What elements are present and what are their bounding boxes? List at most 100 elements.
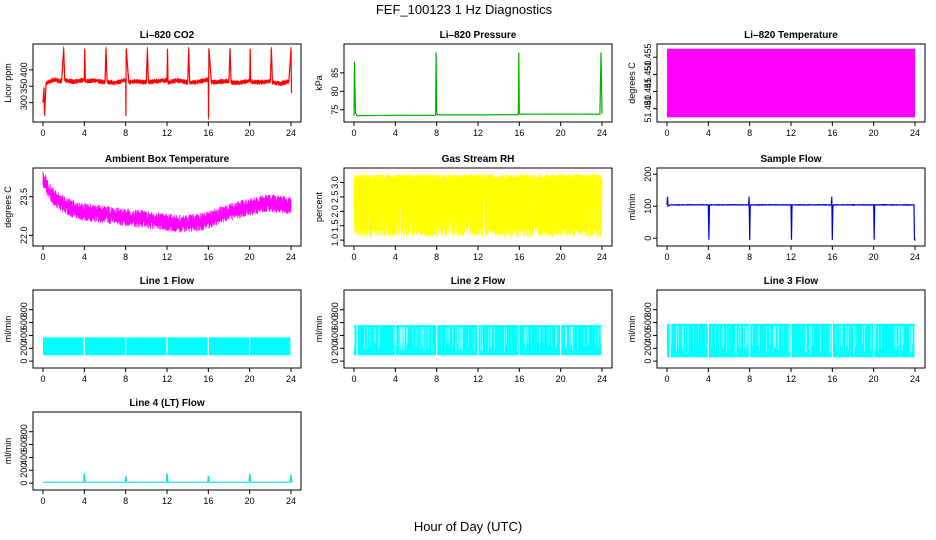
panel-title: Li–820 CO2 bbox=[140, 30, 195, 41]
y-axis-label: Licor ppm bbox=[3, 63, 13, 103]
data-series bbox=[667, 323, 916, 358]
y-tick-label: 400 bbox=[19, 328, 29, 343]
series-noise bbox=[353, 64, 603, 117]
y-tick-label: 85 bbox=[330, 68, 340, 78]
y-axis-label: degrees C bbox=[627, 62, 637, 104]
x-tick-label: 12 bbox=[786, 374, 796, 384]
x-tick-label: 8 bbox=[123, 252, 128, 262]
x-tick-label: 16 bbox=[514, 128, 524, 138]
x-tick-label: 0 bbox=[351, 128, 356, 138]
y-axis-label: degrees C bbox=[3, 186, 13, 228]
series-line bbox=[666, 196, 916, 241]
y-tick-label: 0 bbox=[19, 359, 29, 364]
series-band bbox=[353, 173, 603, 238]
x-tick-label: 8 bbox=[123, 128, 128, 138]
y-tick-label: 3.0 bbox=[330, 176, 340, 189]
y-axis-label: ml/min bbox=[3, 316, 13, 343]
data-series bbox=[354, 325, 603, 356]
y-tick-label: 800 bbox=[19, 302, 29, 317]
x-tick-label: 8 bbox=[434, 252, 439, 262]
x-tick-label: 8 bbox=[747, 128, 752, 138]
y-tick-label: 80 bbox=[330, 86, 340, 96]
panel-title: Gas Stream RH bbox=[442, 154, 515, 165]
x-tick-label: 4 bbox=[82, 496, 87, 506]
x-tick-label: 20 bbox=[245, 496, 255, 506]
series-line bbox=[43, 473, 293, 483]
data-series bbox=[42, 171, 292, 233]
series-line bbox=[42, 48, 293, 118]
x-tick-label: 0 bbox=[40, 252, 45, 262]
x-tick-label: 24 bbox=[286, 252, 296, 262]
y-axis-label: ml/min bbox=[627, 194, 637, 221]
x-tick-label: 16 bbox=[203, 252, 213, 262]
y-tick-label: 0 bbox=[643, 236, 653, 241]
x-tick-label: 12 bbox=[473, 374, 483, 384]
x-tick-label: 24 bbox=[286, 496, 296, 506]
panel-title: Line 4 (LT) Flow bbox=[129, 398, 205, 409]
y-tick-label: 23.5 bbox=[19, 188, 29, 206]
x-tick-label: 24 bbox=[597, 374, 607, 384]
y-axis-label: percent bbox=[314, 191, 324, 222]
x-tick-label: 4 bbox=[82, 374, 87, 384]
data-series bbox=[353, 52, 603, 117]
data-series bbox=[43, 473, 293, 483]
x-tick-label: 20 bbox=[245, 374, 255, 384]
panel-10: Line 4 (LT) Flow 0 4 8 12 16 20 24 0 200400600800… bbox=[3, 398, 302, 506]
panel-title: Line 3 Flow bbox=[764, 276, 819, 287]
y-tick-label: 1.0 bbox=[330, 234, 340, 247]
panel-5: Gas Stream RH 0 4 8 12 16 20 24 1.0 1.52.02.5 3.0 p… bbox=[314, 154, 613, 262]
x-tick-label: 16 bbox=[203, 128, 213, 138]
series-noise bbox=[666, 201, 916, 241]
x-tick-label: 8 bbox=[747, 374, 752, 384]
x-tick-label: 12 bbox=[473, 128, 483, 138]
x-tick-label: 24 bbox=[286, 374, 296, 384]
x-tick-label: 4 bbox=[706, 374, 711, 384]
x-tick-label: 0 bbox=[351, 252, 356, 262]
x-tick-label: 24 bbox=[597, 252, 607, 262]
y-tick-label: 22.0 bbox=[19, 227, 29, 245]
y-axis-label: kPa bbox=[314, 75, 324, 91]
y-tick-label: 200 bbox=[19, 341, 29, 356]
panel-title: Ambient Box Temperature bbox=[105, 154, 230, 165]
x-tick-label: 4 bbox=[82, 252, 87, 262]
x-tick-label: 12 bbox=[786, 252, 796, 262]
panel-6: Sample Flow 0 4 8 12 16 20 24 0 100 200 ml/min bbox=[627, 154, 926, 262]
x-tick-label: 20 bbox=[245, 252, 255, 262]
x-tick-label: 8 bbox=[123, 374, 128, 384]
x-tick-label: 0 bbox=[664, 374, 669, 384]
x-tick-label: 0 bbox=[40, 128, 45, 138]
x-tick-label: 12 bbox=[162, 128, 172, 138]
y-tick-label: 51.450 bbox=[643, 61, 653, 89]
y-tick-label: 200 bbox=[643, 167, 653, 182]
y-tick-label: 600 bbox=[19, 437, 29, 452]
series-streaks bbox=[354, 327, 601, 353]
x-tick-label: 0 bbox=[40, 374, 45, 384]
y-tick-label: 400 bbox=[330, 328, 340, 343]
y-tick-label: 0 bbox=[643, 359, 653, 364]
plot-frame bbox=[343, 43, 613, 123]
x-tick-label: 24 bbox=[910, 252, 920, 262]
x-tick-label: 16 bbox=[514, 252, 524, 262]
panel-title: Li–820 Pressure bbox=[440, 30, 517, 41]
x-tick-label: 12 bbox=[162, 374, 172, 384]
y-tick-label: 200 bbox=[643, 341, 653, 356]
panel-3: Li–820 Temperature 0 4 8 12 16 20 24 51.44051.44… bbox=[627, 30, 926, 138]
data-series bbox=[43, 337, 292, 356]
x-tick-label: 24 bbox=[910, 374, 920, 384]
x-tick-label: 16 bbox=[203, 374, 213, 384]
x-tick-label: 16 bbox=[827, 252, 837, 262]
x-tick-label: 20 bbox=[869, 128, 879, 138]
x-tick-label: 4 bbox=[706, 252, 711, 262]
x-tick-label: 20 bbox=[556, 128, 566, 138]
y-tick-label: 600 bbox=[330, 315, 340, 330]
x-tick-label: 12 bbox=[162, 252, 172, 262]
plot-frame bbox=[32, 289, 302, 369]
y-tick-label: 0 bbox=[19, 481, 29, 486]
x-tick-label: 16 bbox=[203, 496, 213, 506]
data-series bbox=[667, 48, 915, 118]
